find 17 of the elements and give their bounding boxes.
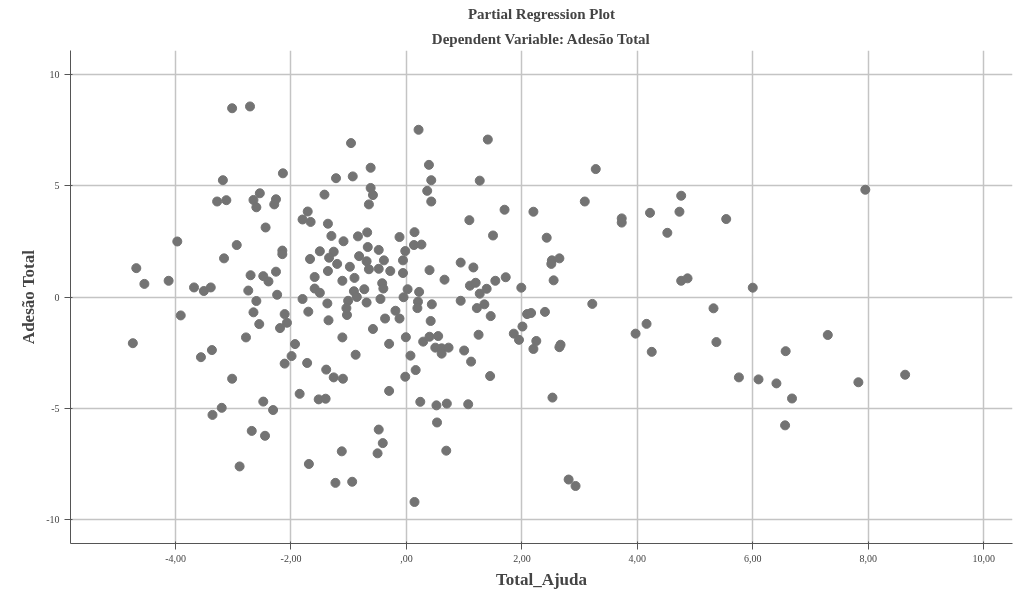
chart-subtitle: Dependent Variable: Adesão Total	[431, 30, 650, 47]
y-tick-label: 0	[54, 291, 60, 303]
x-tick-label: -4,00	[165, 552, 186, 564]
x-tick-label: 8,00	[859, 552, 877, 564]
x-tick-label: 2,00	[513, 552, 531, 564]
chart-title: Partial Regression Plot	[467, 5, 616, 22]
y-axis-title: Adesão Total	[19, 249, 39, 345]
x-tick-label: 4,00	[628, 552, 647, 564]
y-tick-label: -10	[46, 513, 60, 525]
y-tick-label: 10	[49, 69, 60, 81]
y-tick-label: -5	[51, 402, 60, 414]
x-tick-label: -2,00	[280, 552, 302, 564]
x-tick-label: 6,00	[744, 552, 762, 564]
x-tick-label: 10,00	[972, 552, 995, 564]
x-tick-label: ,00	[400, 552, 413, 564]
x-axis-title: Total_Ajuda	[496, 569, 588, 589]
y-tick-label: 5	[54, 180, 60, 192]
